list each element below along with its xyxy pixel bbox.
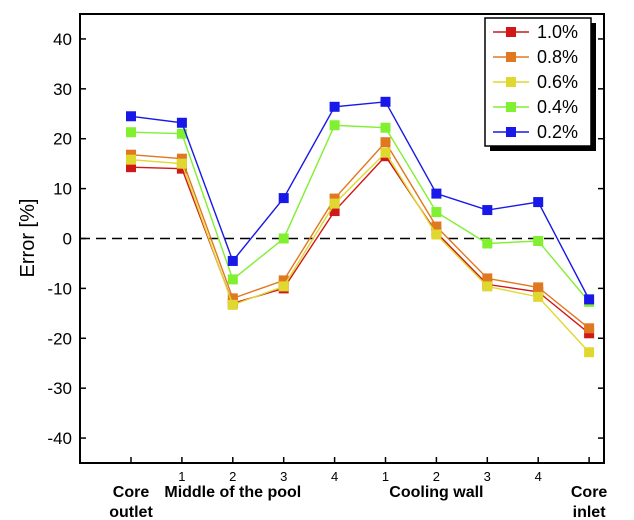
legend-marker-2 [506,77,516,87]
series-1-point-6 [431,221,442,232]
series-4-point-2 [227,255,238,266]
legend-label-4: 0.2% [537,122,578,142]
y-tick-label-0: -40 [47,429,72,448]
series-4-point-3 [278,193,289,204]
series-3-point-5 [380,122,391,133]
x-tick-label-1: 1 [178,469,185,484]
x-tick-label-2: 2 [229,469,236,484]
series-3-point-4 [329,120,340,131]
series-1-point-5 [380,137,391,148]
series-2-point-4 [329,198,340,209]
legend-marker-3 [506,102,516,112]
x-tick-label-5: 1 [382,469,389,484]
series-line-2 [130,151,590,353]
y-tick-label-8: 40 [53,30,72,49]
series-2-point-0 [126,154,136,165]
y-tick-label-4: 0 [63,230,72,249]
series-4-point-4 [329,101,340,112]
group-label-1-0: Middle of the pool [164,484,301,501]
x-tick-label-6: 2 [433,469,440,484]
legend-marker-1 [506,52,516,62]
group-label-0-1: outlet [109,504,153,520]
y-tick-label-3: -10 [47,279,72,298]
series-3-point-0 [126,127,136,138]
series-1-point-7 [482,273,493,284]
series-4-point-8 [533,197,544,208]
y-tick-label-1: -30 [47,379,72,398]
series-0-point-4 [329,206,340,217]
x-tick-label-8: 4 [535,469,542,484]
y-tick-label-5: 10 [53,180,72,199]
legend-label-2: 0.6% [537,72,578,92]
legend-label-0: 1.0% [537,22,578,42]
series-2-point-3 [278,281,289,292]
series-3-point-6 [431,207,442,218]
series-2-point-7 [482,281,493,292]
series-line-3 [130,124,590,303]
series-4-point-1 [176,117,187,128]
series-3-point-8 [533,235,544,246]
series-2-point-6 [431,229,442,240]
series-3-point-2 [227,274,238,285]
y-axis-label: Error [%] [17,199,39,278]
series-2-point-1 [176,158,187,169]
series-4-point-6 [431,188,442,199]
series-2-point-9 [584,347,595,358]
plot-area: -40 -30 -20 -10 0 10 20 30 40 1 2 3 4 1 2 3 4 Core outlet M… [47,13,608,520]
series-4-point-9 [584,294,595,305]
group-label-2-0: Cooling wall [389,484,483,501]
series-1-point-9 [584,323,595,334]
group-label-0-0: Core [113,484,150,501]
group-label-3-0: Core [571,484,608,501]
legend-label-3: 0.4% [537,97,578,117]
legend-marker-0 [506,27,516,37]
y-tick-label-6: 20 [53,130,72,149]
legend-marker-4 [506,127,516,137]
series-4-point-7 [482,205,493,216]
series-3-point-3 [278,233,289,244]
series-1-point-8 [533,282,544,293]
series-3-point-7 [482,238,493,249]
series-2-point-2 [227,299,238,310]
series-line-4 [130,101,590,300]
series-2-point-8 [533,291,544,302]
y-tick-label-2: -20 [47,329,72,348]
x-tick-label-3: 3 [280,469,287,484]
y-tick-label-7: 30 [53,80,72,99]
x-tick-label-4: 4 [331,469,338,484]
legend-label-1: 0.8% [537,47,578,67]
series-line-1 [130,141,590,329]
series-4-point-0 [126,111,136,122]
series-3-point-1 [176,128,187,139]
series-1-point-3 [278,275,289,286]
series-0-point-0 [126,162,136,173]
series-4-point-5 [380,96,391,107]
x-tick-label-7: 3 [484,469,491,484]
group-label-3-1: inlet [573,504,607,520]
series-2-point-5 [380,147,391,158]
series-1-point-2 [227,293,238,304]
